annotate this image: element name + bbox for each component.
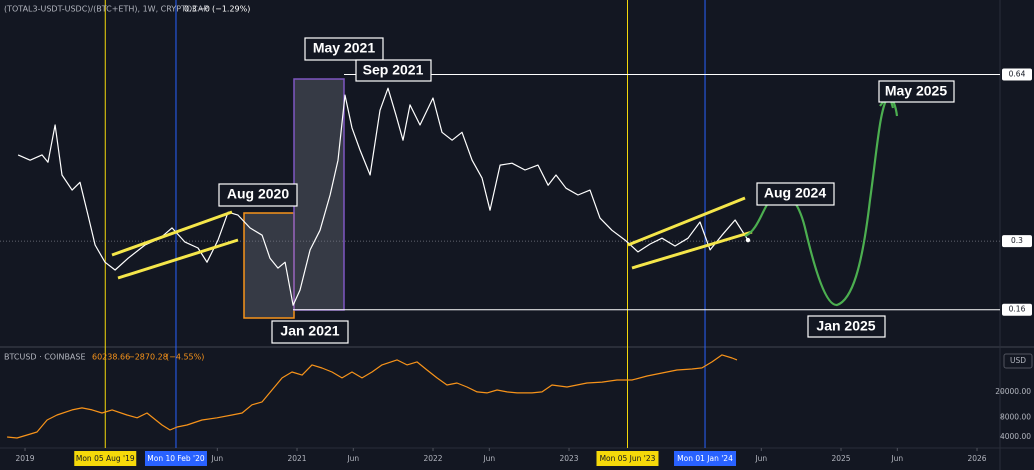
annotation: Aug 2020	[227, 186, 289, 202]
price-label-box	[1002, 303, 1032, 316]
last-price: 0.3	[184, 5, 197, 14]
annotation: Aug 2024	[764, 185, 826, 201]
series-line	[17, 87, 749, 306]
annotations: May 2021 Sep 2021 Aug 2020 Jan 2021 Aug …	[218, 37, 955, 344]
annotation: Jan 2021	[280, 323, 339, 339]
annotation-box	[218, 183, 298, 207]
x-tick-label: Jun	[210, 454, 223, 463]
marker-label-box	[674, 451, 737, 466]
x-tick-label: 2022	[423, 454, 442, 463]
y-tick-label: 0.16	[1009, 305, 1026, 314]
range-box	[293, 78, 345, 311]
marker-label-box	[74, 451, 137, 466]
price-change: −2870.28	[128, 353, 168, 362]
x-tick-label: 2026	[967, 454, 986, 463]
symbol-title: (TOTAL3-USDT-USDC)/(BTC+ETH), 1W, CRYPTO…	[4, 5, 208, 14]
marker-label-box	[144, 451, 207, 466]
annotation-box	[271, 320, 349, 344]
marks	[7, 87, 751, 439]
y-tick-label: 0.3	[1011, 236, 1023, 245]
price-label-box	[1002, 68, 1032, 81]
price-change: −0	[198, 5, 210, 14]
y-tick-label: 20000.00	[995, 387, 1031, 396]
unit-box	[1003, 353, 1033, 369]
annotation: May 2021	[313, 40, 375, 56]
y-tick-label: 4000.00	[1000, 432, 1031, 441]
x-tick-label: 2019	[15, 454, 34, 463]
y-tick-label: 8000.00	[1000, 413, 1031, 422]
annotation-box	[355, 59, 432, 82]
marker-label: Mon 05 Aug '19	[76, 454, 135, 463]
annotation: Jan 2025	[816, 318, 875, 334]
x-tick-label: Jun	[890, 454, 903, 463]
x-tick-label: Jun	[346, 454, 359, 463]
channel-line	[631, 230, 753, 270]
marker-label-box	[596, 451, 659, 466]
annotation: Sep 2021	[363, 62, 424, 78]
x-tick-label: 2023	[559, 454, 578, 463]
x-tick-label: 2025	[831, 454, 850, 463]
annotation-box	[807, 315, 886, 338]
symbol-title: BTCUSD · COINBASE	[4, 353, 86, 362]
annotation-box	[304, 37, 384, 61]
legend: (TOTAL3-USDT-USDC)/(BTC+ETH), 1W, CRYPTO…	[4, 5, 1033, 369]
annotation: May 2025	[885, 83, 947, 99]
marker-label: Mon 10 Feb '20	[147, 454, 205, 463]
price-change-pct: (−4.55%)	[166, 353, 204, 362]
last-price: 60238.66	[92, 353, 130, 362]
x-tick-label: Jun	[754, 454, 767, 463]
series-line	[7, 354, 738, 439]
last-point	[745, 237, 751, 243]
price-label-box	[1002, 235, 1032, 248]
channel-line	[111, 210, 233, 257]
channel-line	[117, 238, 239, 280]
y-tick-label: 0.64	[1009, 69, 1026, 78]
marker-label: Mon 05 Jun '23	[600, 454, 656, 463]
channel-line	[627, 196, 746, 247]
x-tick-label: 2021	[287, 454, 306, 463]
x-tick-label: Jun	[482, 454, 495, 463]
unit-label: USD	[1010, 356, 1026, 365]
annotation-box	[878, 80, 955, 103]
marker-label: Mon 01 Jan '24	[677, 454, 733, 463]
annotation-box	[756, 182, 835, 206]
price-change-pct: (−1.29%)	[212, 5, 250, 14]
